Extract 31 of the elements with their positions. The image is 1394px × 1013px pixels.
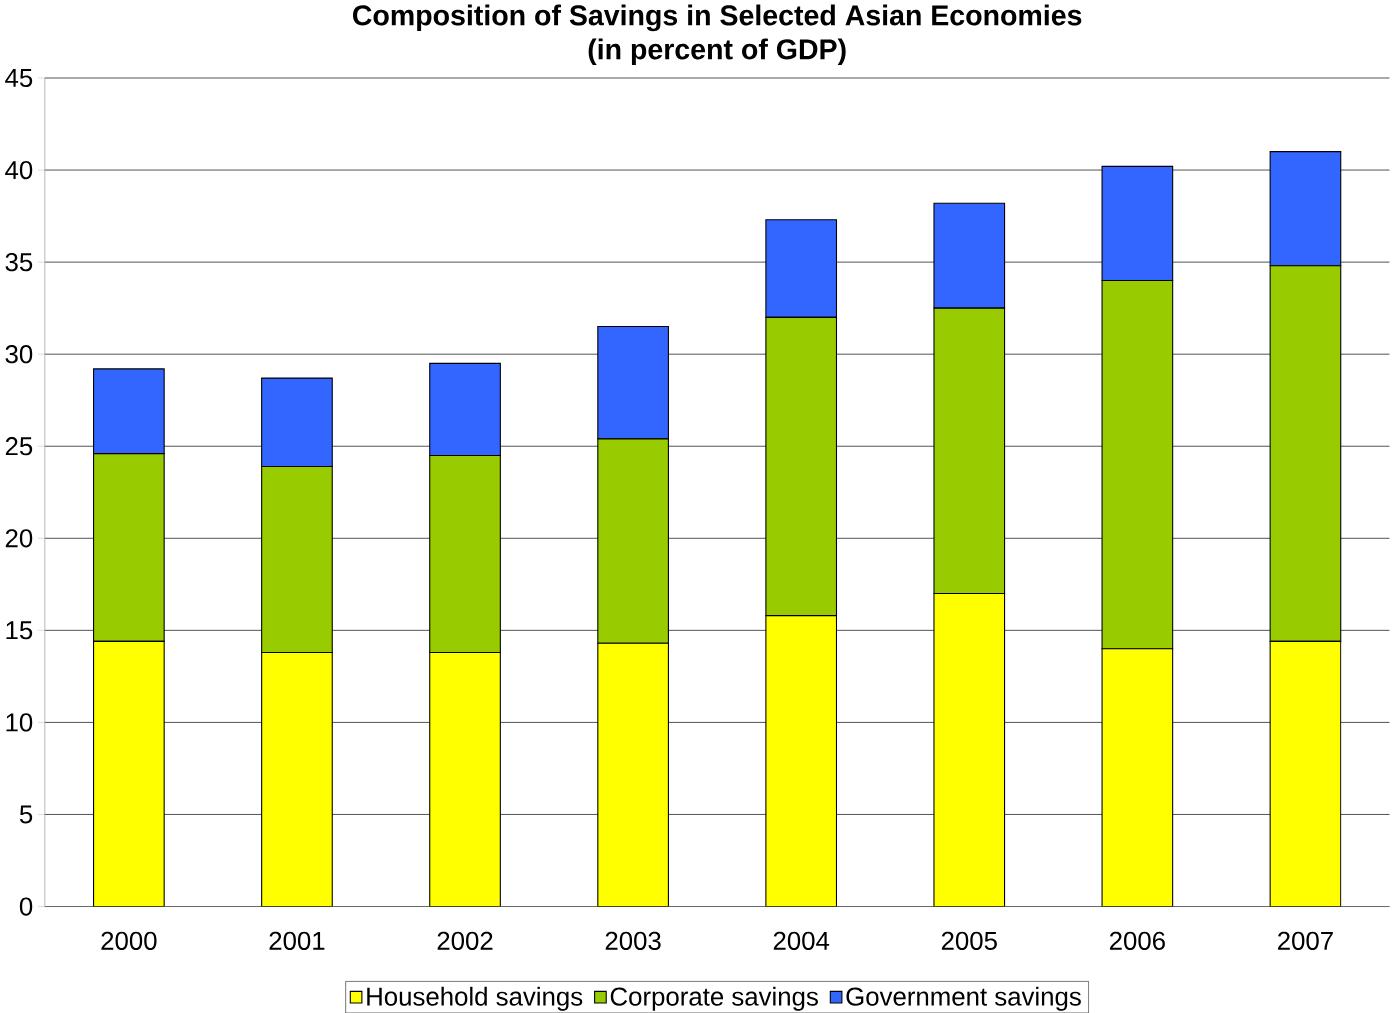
legend-label: Government savings (846, 986, 1081, 1011)
legend-label: Household savings (367, 986, 583, 1011)
y-tick-label: 5 (19, 805, 33, 824)
bar (597, 642, 669, 907)
x-tick-label: 2000 (101, 931, 157, 950)
chart-subtitle: (in percent of GDP) (588, 38, 846, 65)
y-tick-label: 45 (5, 68, 33, 87)
chart-title: Composition of Savings in Selected Asian Economies (353, 4, 1082, 32)
bar (1101, 648, 1174, 907)
y-tick-label: 15 (6, 621, 33, 640)
x-tick-label: 2007 (1278, 931, 1333, 950)
y-tick-label: 35 (5, 252, 33, 272)
y-tick-label: 20 (5, 529, 33, 548)
bar (429, 651, 501, 907)
x-tick-label: 2006 (1109, 931, 1165, 950)
x-tick-label: 2001 (269, 931, 325, 950)
legend-label: Corporate savings (610, 986, 818, 1011)
bar (261, 651, 333, 907)
y-tick-label: 30 (5, 344, 33, 364)
y-tick-label: 25 (5, 436, 33, 456)
x-tick-label: 2003 (605, 931, 661, 950)
y-tick-label: 10 (6, 713, 33, 732)
x-tick-label: 2004 (773, 931, 830, 950)
bar (933, 592, 1006, 907)
x-tick-label: 2005 (941, 931, 997, 950)
bar (1269, 640, 1342, 907)
y-tick-label: 40 (5, 160, 33, 180)
bar (93, 640, 165, 907)
bar (765, 614, 838, 907)
y-tick-label: 0 (19, 897, 33, 916)
x-tick-label: 2002 (437, 931, 493, 950)
